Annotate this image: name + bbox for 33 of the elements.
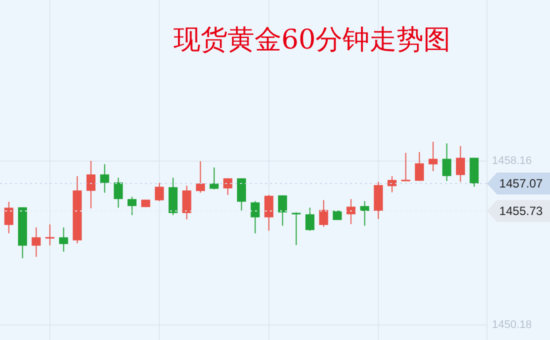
candlestick bbox=[100, 164, 110, 194]
candlestick bbox=[388, 175, 397, 193]
candlestick bbox=[401, 152, 410, 182]
candlestick bbox=[196, 160, 205, 194]
candlestick bbox=[237, 178, 246, 212]
ref-line-label: 1457.07 bbox=[499, 176, 544, 190]
y-tick-label: 1458.16 bbox=[492, 155, 532, 168]
candlestick bbox=[278, 194, 288, 226]
candlestick bbox=[223, 178, 232, 196]
candlestick bbox=[154, 182, 164, 202]
candlestick bbox=[45, 224, 54, 246]
candlestick bbox=[414, 151, 424, 182]
y-tick-label: 1450.18 bbox=[492, 319, 532, 332]
ref-line-label: 1455.73 bbox=[499, 204, 544, 218]
candlestick bbox=[264, 194, 274, 232]
candlestick bbox=[114, 177, 123, 208]
candlestick bbox=[128, 196, 137, 216]
candlestick bbox=[86, 160, 96, 209]
candlestick bbox=[292, 212, 301, 246]
candlestick bbox=[210, 166, 219, 190]
candlestick bbox=[182, 185, 192, 220]
candlestick bbox=[360, 200, 370, 226]
candlestick bbox=[346, 198, 356, 225]
candlestick bbox=[4, 201, 14, 234]
candlestick bbox=[319, 199, 328, 228]
candlestick bbox=[456, 145, 465, 182]
candlestick bbox=[442, 142, 452, 182]
candlestick bbox=[428, 141, 438, 172]
candlestick bbox=[32, 226, 41, 258]
text: 现货黄金60分钟走势图 bbox=[173, 24, 451, 56]
candlestick bbox=[305, 207, 314, 232]
candlestick bbox=[250, 200, 260, 234]
candlestick bbox=[59, 226, 68, 252]
